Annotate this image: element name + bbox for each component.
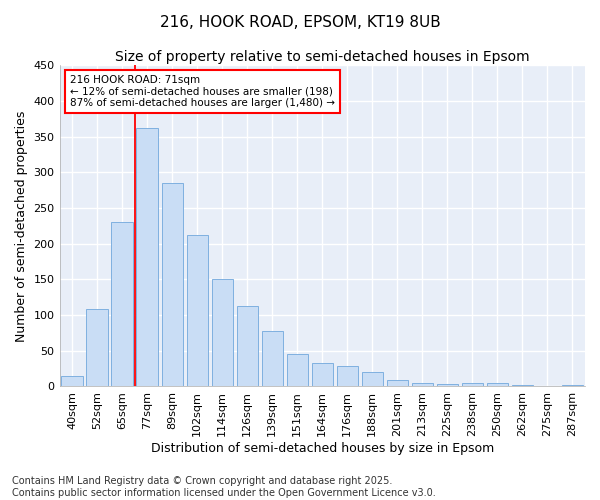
Bar: [487, 383, 508, 386]
Text: 216, HOOK ROAD, EPSOM, KT19 8UB: 216, HOOK ROAD, EPSOM, KT19 8UB: [160, 15, 440, 30]
Bar: [311, 363, 333, 386]
X-axis label: Distribution of semi-detached houses by size in Epsom: Distribution of semi-detached houses by …: [151, 442, 494, 455]
Text: 216 HOOK ROAD: 71sqm
← 12% of semi-detached houses are smaller (198)
87% of semi: 216 HOOK ROAD: 71sqm ← 12% of semi-detac…: [70, 75, 335, 108]
Bar: [187, 235, 208, 386]
Bar: [462, 383, 483, 386]
Bar: [412, 383, 433, 386]
Title: Size of property relative to semi-detached houses in Epsom: Size of property relative to semi-detach…: [115, 50, 530, 64]
Bar: [287, 354, 308, 386]
Bar: [212, 280, 233, 386]
Bar: [387, 380, 408, 386]
Bar: [362, 372, 383, 386]
Bar: [86, 310, 108, 386]
Bar: [61, 376, 83, 386]
Bar: [562, 385, 583, 386]
Bar: [112, 222, 133, 386]
Text: Contains HM Land Registry data © Crown copyright and database right 2025.
Contai: Contains HM Land Registry data © Crown c…: [12, 476, 436, 498]
Bar: [262, 331, 283, 386]
Bar: [337, 366, 358, 386]
Bar: [236, 306, 258, 386]
Bar: [437, 384, 458, 386]
Bar: [161, 183, 183, 386]
Y-axis label: Number of semi-detached properties: Number of semi-detached properties: [15, 110, 28, 342]
Bar: [512, 385, 533, 386]
Bar: [136, 128, 158, 386]
